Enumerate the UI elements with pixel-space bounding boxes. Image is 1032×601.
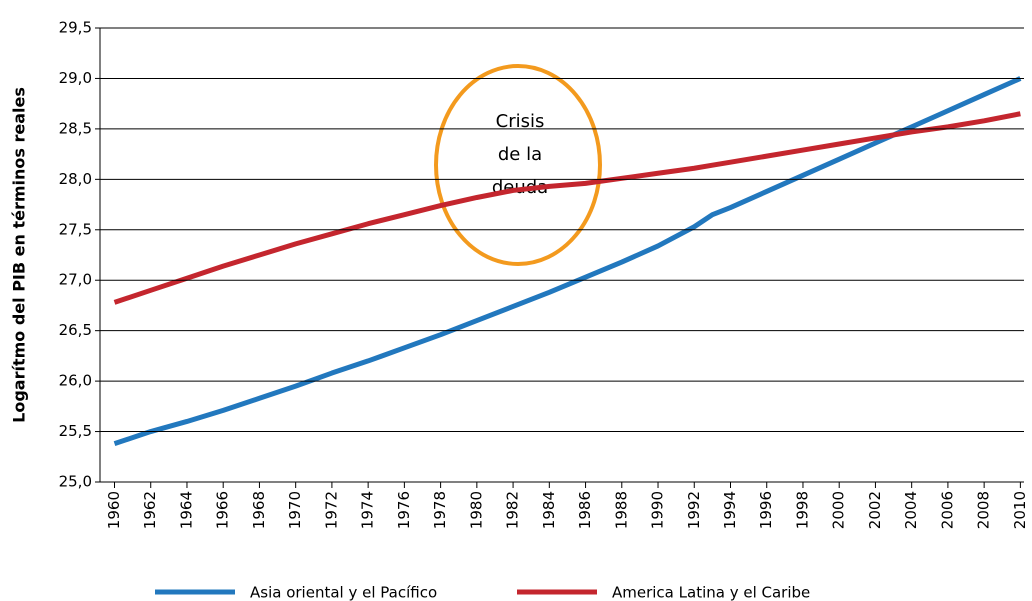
annotation: Crisis: [496, 111, 545, 132]
x-tick-label: 1970: [286, 491, 304, 529]
x-tick-label: 1972: [322, 491, 340, 529]
x-tick-label: 1962: [141, 491, 159, 529]
y-tick-label: 27,5: [59, 220, 92, 238]
y-tick-label: 28,0: [59, 170, 92, 188]
y-tick-label: 25,0: [59, 473, 92, 491]
annotation: de la: [498, 144, 542, 165]
x-tick-label: 2006: [938, 491, 956, 529]
legend-label: Asia oriental y el Pacífico: [250, 584, 437, 601]
x-tick-label: 1998: [793, 491, 811, 529]
y-tick-label: 29,0: [59, 69, 92, 87]
x-tick-label: 1978: [431, 491, 449, 529]
y-tick-label: 26,5: [59, 321, 92, 339]
x-tick-label: 1960: [105, 491, 123, 529]
x-tick-label: 1964: [177, 491, 195, 529]
x-tick-label: 1968: [250, 491, 268, 529]
plot-area: [113, 76, 1022, 447]
series-line: [113, 111, 1021, 305]
y-tick-label: 29,5: [59, 19, 92, 37]
y-tick-label: 25,5: [59, 422, 92, 440]
x-tick-label: 1974: [359, 491, 377, 529]
x-tick-label: 1992: [685, 491, 703, 529]
x-tick-label: 1984: [540, 491, 558, 529]
x-tick-label: 1990: [649, 491, 667, 529]
x-tick-label: 1966: [214, 491, 232, 529]
y-axis-label: Logarítmo del PIB en términos reales: [10, 87, 29, 423]
x-tick-label: 1986: [576, 491, 594, 529]
x-tick-label: 1982: [504, 491, 522, 529]
x-tick-label: 2010: [1011, 491, 1029, 529]
x-tick-label: 2008: [975, 491, 993, 529]
x-tick-label: 2000: [830, 491, 848, 529]
annotation-ellipse: [434, 64, 602, 266]
x-tick-label: 1996: [757, 491, 775, 529]
y-tick-label: 27,0: [59, 271, 92, 289]
x-tick-label: 2002: [866, 491, 884, 529]
x-tick-label: 1976: [395, 491, 413, 529]
x-tick-label: 1980: [467, 491, 485, 529]
x-tick-label: 1994: [721, 491, 739, 529]
y-tick-label: 26,0: [59, 372, 92, 390]
y-tick-label: 28,5: [59, 119, 92, 137]
legend-label: America Latina y el Caribe: [612, 584, 810, 601]
series-line: [113, 76, 1022, 447]
x-tick-label: 1988: [612, 491, 630, 529]
x-tick-label: 2004: [902, 491, 920, 529]
